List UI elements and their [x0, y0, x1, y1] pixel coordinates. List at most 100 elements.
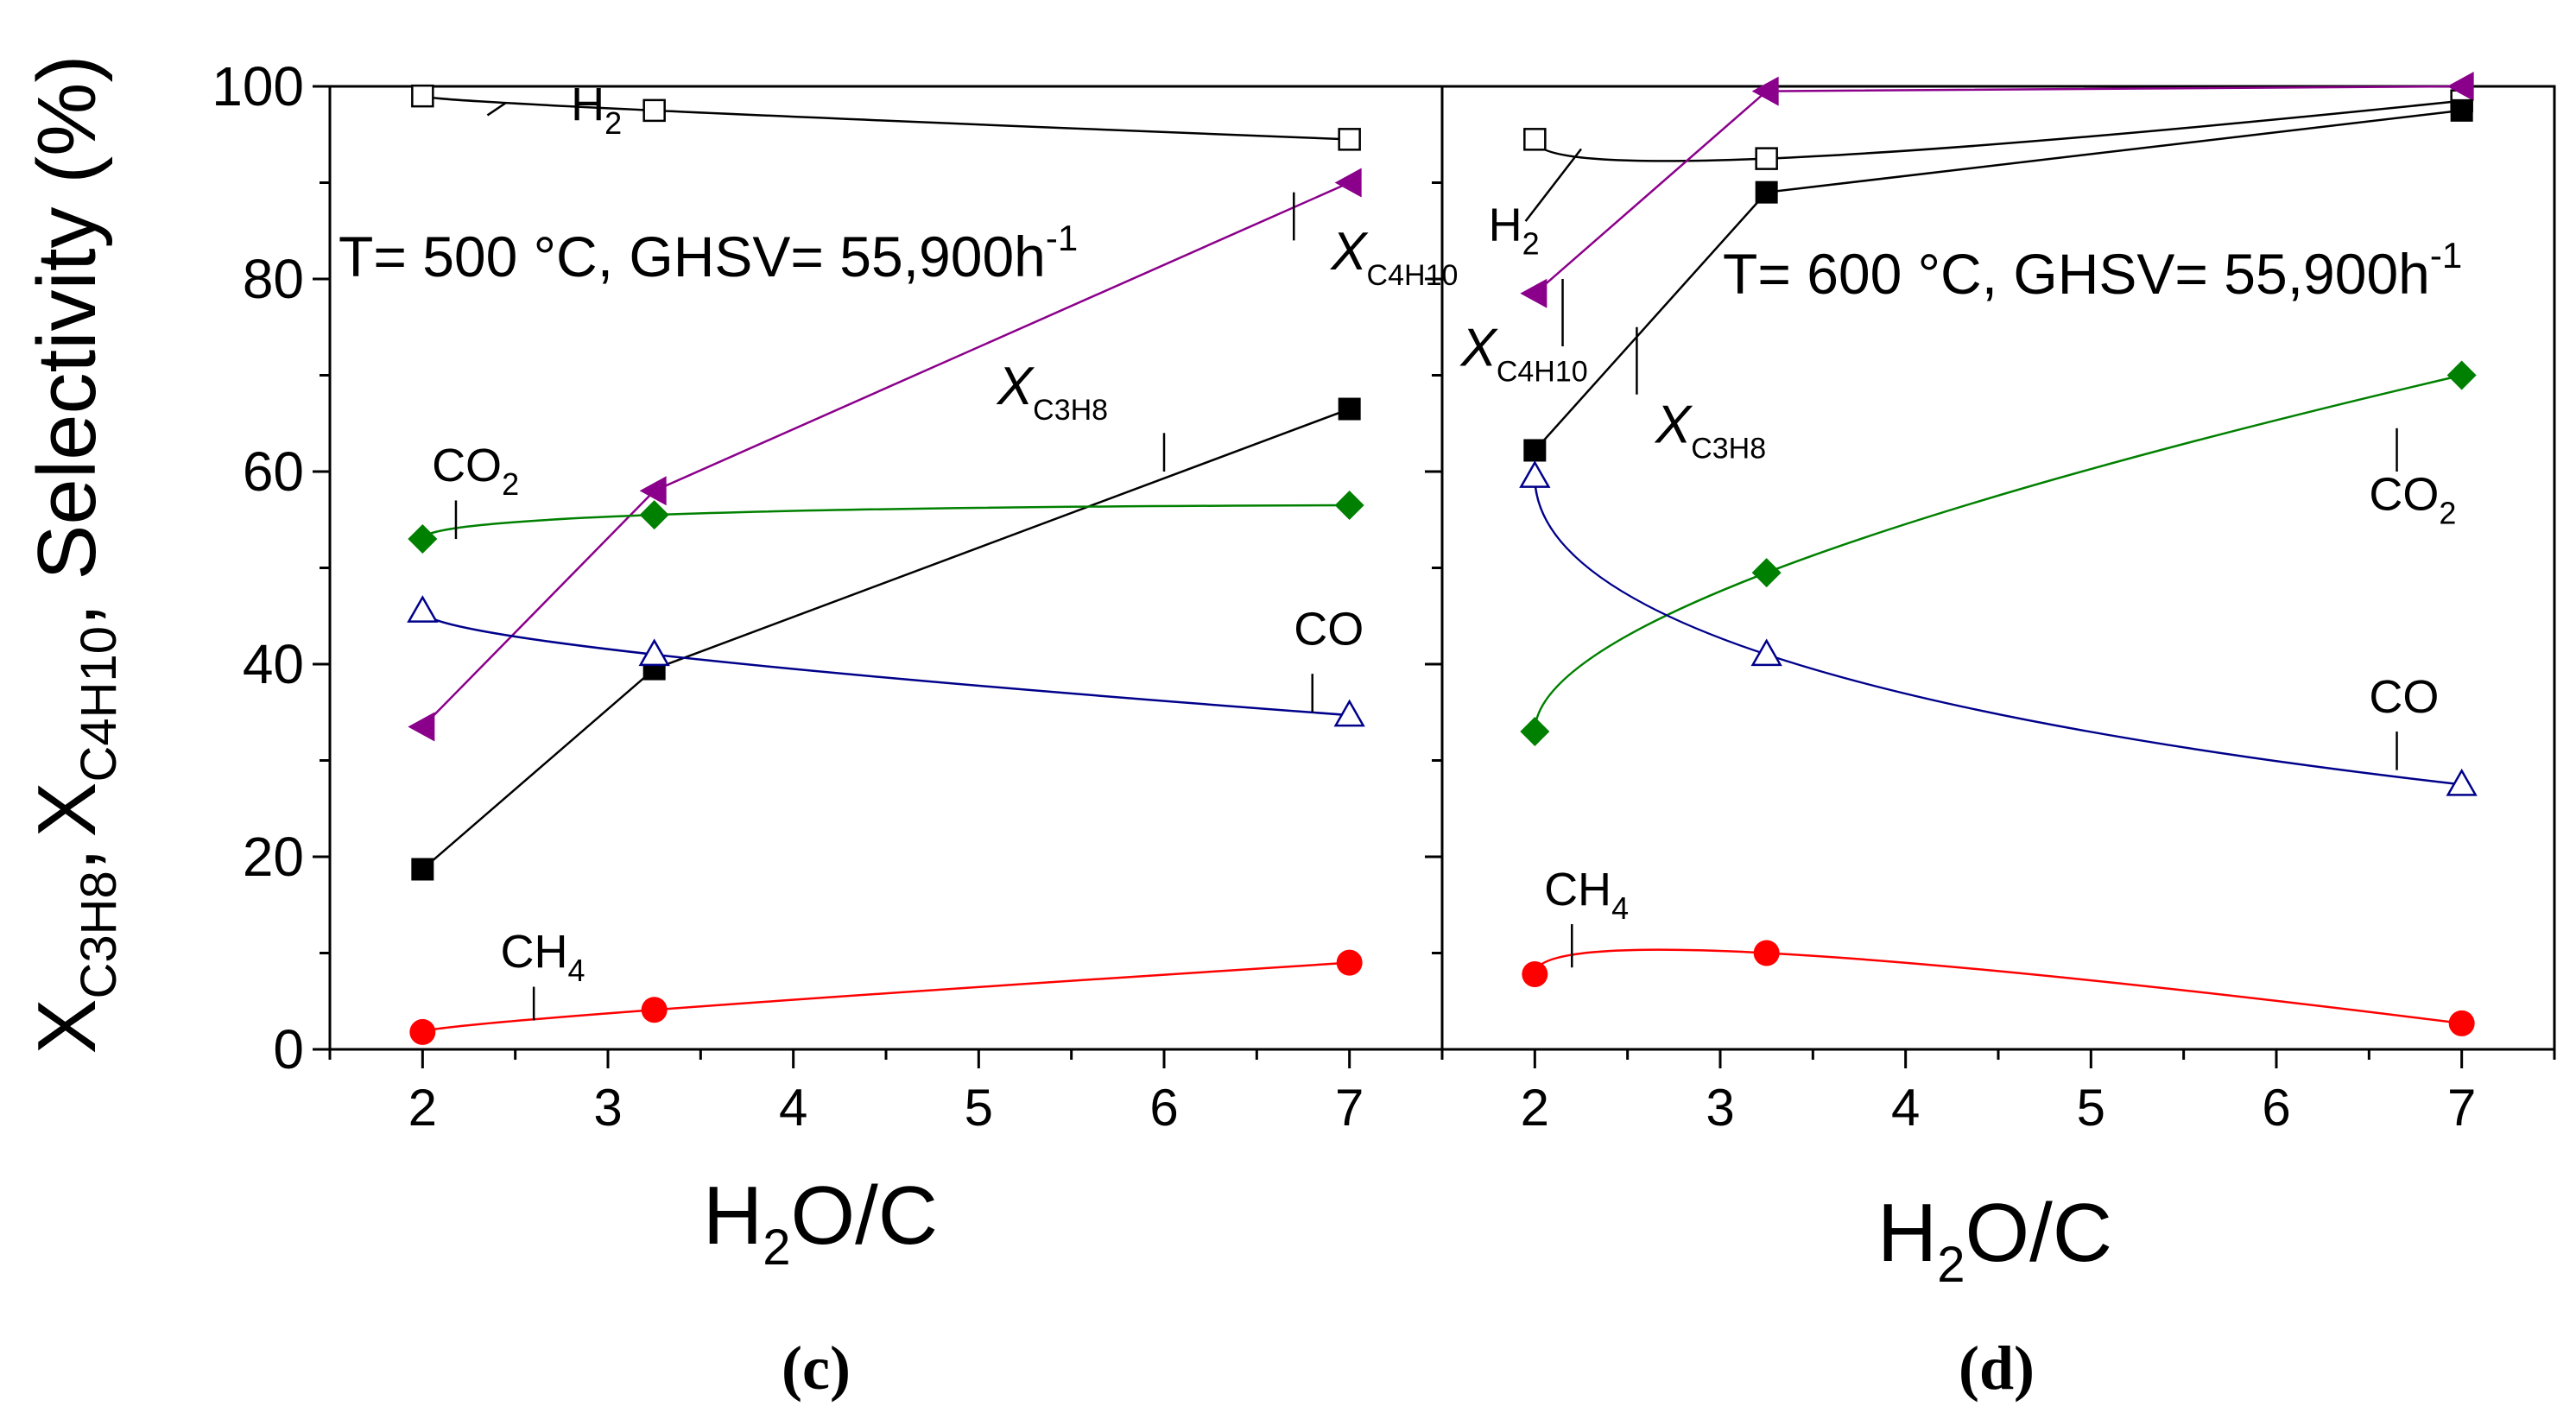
series-label-x-c3h8: XC3H8: [996, 357, 1108, 427]
point-co2: [1751, 558, 1782, 588]
point-x-c4h10: [2446, 72, 2474, 101]
point-h2: [1338, 128, 1361, 151]
condition-c-text: T= 500 °C, GHSV= 55,900h: [339, 225, 1046, 288]
y-title-sub2: C4H10: [71, 626, 127, 782]
point-co: [638, 638, 670, 667]
point-x-c3h8: [1338, 397, 1361, 421]
x-tick-label: 4: [1891, 1079, 1920, 1137]
point-x-c4h10: [408, 712, 435, 742]
series-label-co2: CO2: [2369, 469, 2456, 531]
point-co: [1333, 699, 1365, 727]
x-tick-label: 3: [593, 1079, 622, 1137]
point-h2: [1523, 128, 1547, 151]
point-h2: [411, 84, 434, 108]
point-co: [1750, 638, 1782, 667]
condition-c-sup: -1: [1046, 218, 1078, 258]
leader-line-h2: [1524, 148, 1582, 222]
point-x-c4h10: [639, 476, 667, 506]
x-tick-label: 2: [408, 1079, 437, 1137]
series-label-h2: H2: [1489, 199, 1540, 261]
y-tick-label: 80: [243, 248, 304, 310]
y-tick-label: 40: [243, 633, 304, 695]
x-tick-label: 7: [1335, 1079, 1364, 1137]
leader-line-h2: [486, 101, 507, 117]
series-line-ch4: [1534, 948, 2462, 1025]
point-co: [407, 595, 439, 623]
point-co: [2446, 768, 2478, 796]
x-title-d-sub: 2: [1937, 1237, 1965, 1293]
x-tick-label: 7: [2447, 1079, 2476, 1137]
x-axis-title-d: H2O/C: [1877, 1187, 2112, 1293]
x-tick-label: 2: [1521, 1079, 1549, 1137]
x-ticks-c: 2 3 4 5 6 7: [328, 1049, 1444, 1137]
point-co2: [639, 500, 669, 530]
series-label-ch4: CH4: [500, 926, 585, 988]
y-tick-label: 60: [243, 440, 304, 503]
panel-label-d: (d): [1959, 1333, 2035, 1403]
point-x-c4h10: [1520, 278, 1547, 308]
series-line-h2: [1534, 99, 2462, 162]
condition-d-sup: -1: [2430, 235, 2462, 276]
condition-d-text: T= 600 °C, GHSV= 55,900h: [1723, 242, 2430, 306]
series-label-ch4: CH4: [1544, 864, 1629, 926]
y-ticks-c: 0 20 40 60 80 100: [212, 55, 330, 1080]
point-x-c3h8: [411, 858, 434, 881]
y-tick-label: 100: [212, 55, 304, 117]
y-tick-label: 20: [243, 826, 304, 888]
x-tick-label: 4: [779, 1079, 807, 1137]
x-title-c-suffix: O/C: [790, 1169, 938, 1262]
x-axis-title-c: H2O/C: [703, 1169, 938, 1276]
x-tick-label: 6: [2262, 1079, 2290, 1137]
x-title-c-sub: 2: [763, 1219, 790, 1276]
series-line-co: [421, 611, 1350, 717]
condition-c: T= 500 °C, GHSV= 55,900h-1: [339, 218, 1078, 288]
series-label-x-c4h10: XC4H10: [1329, 222, 1458, 292]
y-title-suffix: , Selectivity (%): [21, 54, 113, 625]
y-ticks-d: [1425, 85, 1442, 1051]
condition-d: T= 600 °C, GHSV= 55,900h-1: [1723, 235, 2462, 306]
point-x-c3h8: [1755, 181, 1778, 204]
x-tick-label: 6: [1149, 1079, 1178, 1137]
series-label-co: CO: [2369, 671, 2439, 723]
series-line-co: [1534, 476, 2462, 786]
point-ch4: [2448, 1010, 2475, 1036]
point-ch4: [641, 997, 668, 1023]
series-c: H2 XC4H10 XC3H8 CO2 CO CH4: [407, 79, 1458, 1045]
series-line-co2: [421, 504, 1350, 540]
series-d: H2 XC4H10 XC3H8 CO2 CO CH4: [1459, 72, 2478, 1036]
y-title-comma: ,: [21, 848, 113, 871]
point-x-c4h10: [1334, 168, 1362, 198]
point-co2: [2446, 360, 2477, 390]
point-co2: [408, 524, 438, 554]
y-tick-label: 0: [273, 1018, 304, 1080]
point-co: [1519, 460, 1551, 488]
x-tick-label: 3: [1706, 1079, 1734, 1137]
series-label-co: CO: [1294, 604, 1364, 656]
point-ch4: [1522, 961, 1548, 988]
point-ch4: [1753, 940, 1780, 966]
point-h2: [1755, 147, 1778, 170]
y-axis-title: XC3H8,XC4H10, Selectivity (%): [21, 54, 127, 1054]
series-label-x-c4h10: XC4H10: [1459, 318, 1587, 388]
series-line-h2: [421, 94, 1350, 141]
y-title-x1: X: [21, 998, 113, 1054]
series-label-co2: CO2: [432, 440, 519, 502]
y-title-x2: X: [21, 782, 113, 837]
x-title-d-prefix: H: [1877, 1187, 1937, 1279]
x-title-d-suffix: O/C: [1965, 1187, 2112, 1279]
x-tick-label: 5: [2077, 1079, 2105, 1137]
point-ch4: [409, 1018, 436, 1045]
point-co2: [1334, 491, 1364, 521]
y-title-sub1: C3H8: [71, 871, 127, 998]
point-h2: [642, 98, 666, 123]
point-ch4: [1336, 949, 1363, 976]
series-line-x-c3h8: [421, 408, 1351, 871]
x-ticks-d: 2 3 4 5 6 7: [1440, 1049, 2556, 1137]
series-label-x-c3h8: XC3H8: [1654, 396, 1766, 466]
point-co2: [1520, 717, 1550, 747]
point-x-c3h8: [2450, 98, 2473, 122]
x-tick-label: 5: [965, 1079, 993, 1137]
